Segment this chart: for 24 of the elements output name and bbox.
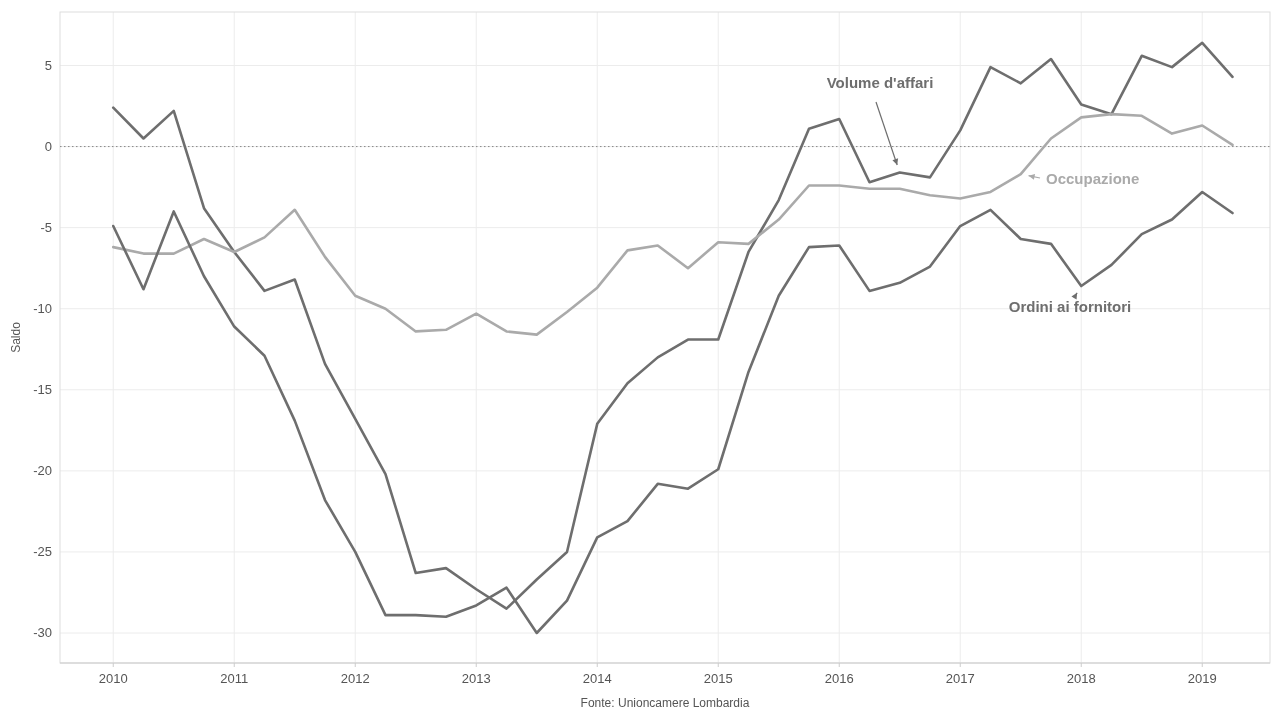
x-tick-label: 2019 [1187,671,1217,686]
x-tick-label: 2014 [582,671,612,686]
y-tick-label: -10 [33,300,52,316]
x-tick-label: 2016 [824,671,854,686]
x-tick-label: 2018 [1066,671,1096,686]
series-label: Ordini ai fornitori [1008,298,1132,315]
x-tick-label: 2010 [98,671,128,686]
legend-label: Occupazione [1046,170,1140,187]
x-tick-label: 2012 [340,671,370,686]
x-tick-label: 2017 [945,671,975,686]
y-tick-label: -30 [33,625,52,640]
y-axis-title: Saldo [9,321,23,353]
y-tick-label: 0 [44,138,52,154]
x-tick-label: 2013 [461,671,491,686]
x-tick-label: 2015 [703,671,733,686]
y-tick-label: -5 [40,219,52,235]
line-series [111,112,1234,336]
y-tick-label: -20 [33,462,52,478]
y-tick-label: -25 [33,543,52,559]
y-tick-label: 5 [44,57,52,73]
source-note: Fonte: Unioncamere Lombardia [580,696,750,710]
y-tick-label: -15 [33,381,52,397]
x-tick-label: 2011 [220,671,249,686]
text: Volume d'affari [826,74,934,91]
